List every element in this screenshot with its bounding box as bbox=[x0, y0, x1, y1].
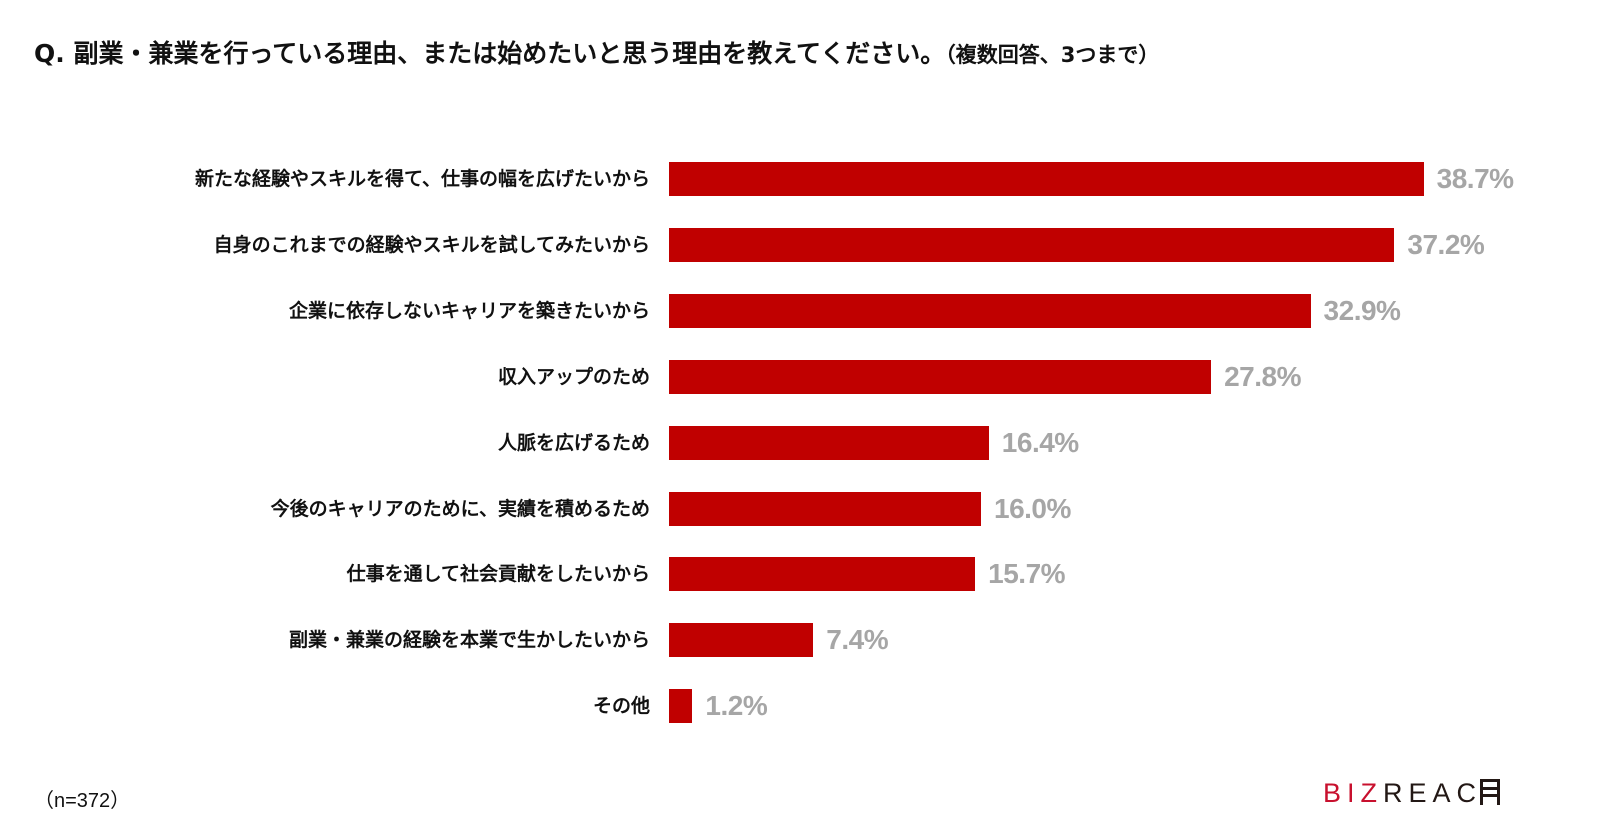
bar bbox=[669, 689, 693, 724]
bar bbox=[669, 491, 981, 526]
value-label: 37.2% bbox=[1407, 228, 1485, 260]
category-label: 仕事を通して社会貢献をしたいから bbox=[346, 563, 650, 586]
chart-row: 人脈を広げるため 16.4% bbox=[0, 425, 1600, 460]
sample-size-note: （n=372） bbox=[34, 790, 131, 812]
chart-row: 企業に依存しないキャリアを築きたいから 32.9% bbox=[0, 293, 1600, 328]
bar bbox=[669, 623, 814, 658]
value-label: 16.0% bbox=[994, 492, 1071, 524]
value-label: 7.4% bbox=[826, 624, 889, 656]
chart-row: 副業・兼業の経験を本業で生かしたいから 7.4% bbox=[0, 623, 1600, 658]
category-label: 人脈を広げるため bbox=[497, 431, 650, 454]
bar bbox=[669, 227, 1395, 262]
value-label: 1.2% bbox=[705, 690, 768, 722]
chart-row: その他 1.2% bbox=[0, 689, 1600, 724]
category-label: 収入アップのため bbox=[497, 365, 650, 388]
bar bbox=[669, 359, 1212, 394]
value-label: 27.8% bbox=[1224, 360, 1301, 392]
chart-title-main: Q. 副業・兼業を行っている理由、または始めたいと思う理由を教えてください。 bbox=[34, 39, 946, 68]
logo-biz-text: BIZ bbox=[1323, 778, 1384, 808]
logo-reach-text: REAC bbox=[1383, 778, 1483, 808]
chart-row: 新たな経験やスキルを得て、仕事の幅を広げたいから 38.7% bbox=[0, 162, 1600, 196]
bizreach-h-mark-icon bbox=[1480, 779, 1501, 805]
chart-title-note: （複数回答、3つまで） bbox=[945, 43, 1160, 67]
bizreach-logo: BIZREAC bbox=[1323, 778, 1501, 809]
value-label: 15.7% bbox=[988, 558, 1066, 590]
category-label: その他 bbox=[592, 695, 650, 718]
category-label: 今後のキャリアのために、実績を積めるため bbox=[270, 497, 650, 520]
chart-title: Q. 副業・兼業を行っている理由、または始めたいと思う理由を教えてください。（複… bbox=[34, 34, 1159, 70]
chart-row: 今後のキャリアのために、実績を積めるため 16.0% bbox=[0, 491, 1600, 526]
bar bbox=[669, 425, 989, 460]
value-label: 38.7% bbox=[1436, 163, 1514, 194]
chart-row: 仕事を通して社会貢献をしたいから 15.7% bbox=[0, 557, 1600, 592]
bar bbox=[669, 557, 976, 592]
value-label: 16.4% bbox=[1001, 426, 1079, 458]
bar bbox=[669, 162, 1424, 196]
bar bbox=[669, 293, 1311, 328]
chart-row: 収入アップのため 27.8% bbox=[0, 359, 1600, 394]
category-label: 企業に依存しないキャリアを築きたいから bbox=[288, 299, 650, 322]
category-label: 新たな経験やスキルを得て、仕事の幅を広げたいから bbox=[194, 168, 650, 190]
category-label: 自身のこれまでの経験やスキルを試してみたいから bbox=[213, 233, 650, 256]
value-label: 32.9% bbox=[1323, 294, 1401, 326]
category-label: 副業・兼業の経験を本業で生かしたいから bbox=[288, 629, 650, 652]
chart-row: 自身のこれまでの経験やスキルを試してみたいから 37.2% bbox=[0, 227, 1600, 262]
